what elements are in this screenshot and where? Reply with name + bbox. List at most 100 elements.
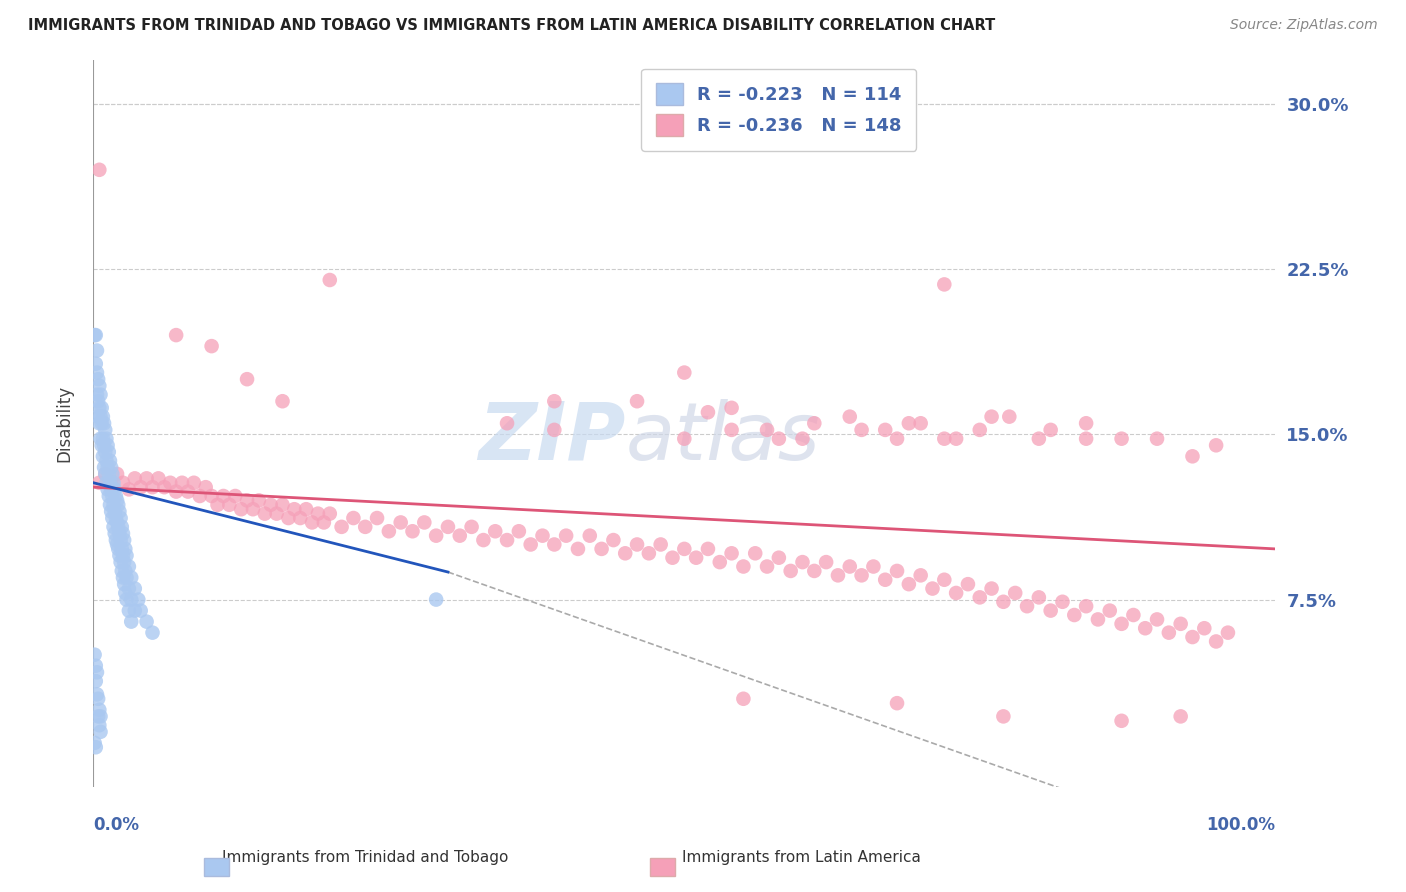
Point — [1028, 591, 1050, 605]
Point — [496, 417, 519, 431]
Point — [934, 277, 956, 292]
Text: Disability: Disability — [55, 384, 73, 462]
Point — [1052, 595, 1074, 609]
Point — [141, 480, 163, 494]
Point — [945, 586, 967, 600]
Point — [744, 546, 766, 560]
Point — [159, 475, 181, 490]
Point — [242, 502, 264, 516]
Point — [792, 555, 814, 569]
Point — [115, 592, 138, 607]
Point — [124, 471, 146, 485]
Point — [98, 475, 121, 490]
Point — [89, 432, 111, 446]
Point — [862, 559, 884, 574]
Point — [107, 541, 129, 556]
Point — [105, 467, 128, 481]
Point — [100, 460, 122, 475]
Point — [307, 507, 329, 521]
Point — [614, 546, 637, 560]
Point — [86, 343, 108, 358]
Point — [165, 328, 187, 343]
Point — [90, 417, 112, 431]
Point — [673, 366, 696, 380]
Point — [118, 559, 141, 574]
Point — [437, 520, 460, 534]
Point — [1157, 625, 1180, 640]
Point — [886, 696, 908, 710]
Point — [183, 475, 205, 490]
Point — [673, 541, 696, 556]
Point — [1122, 607, 1144, 622]
Point — [277, 511, 299, 525]
Point — [103, 475, 125, 490]
Point — [194, 480, 217, 494]
Point — [1111, 432, 1133, 446]
Point — [378, 524, 401, 539]
Point — [103, 498, 125, 512]
Point — [87, 409, 110, 424]
Point — [697, 405, 720, 419]
Point — [110, 511, 132, 525]
Point — [1135, 621, 1157, 635]
Point — [803, 417, 825, 431]
Point — [97, 445, 120, 459]
Point — [107, 520, 129, 534]
Point — [312, 516, 335, 530]
Point — [910, 568, 932, 582]
Point — [103, 520, 125, 534]
Point — [413, 516, 436, 530]
Point — [980, 582, 1002, 596]
Point — [1074, 417, 1097, 431]
Point — [100, 483, 122, 497]
Point — [86, 665, 108, 680]
Point — [733, 691, 755, 706]
Point — [733, 559, 755, 574]
Point — [496, 533, 519, 547]
Point — [124, 582, 146, 596]
Point — [253, 507, 276, 521]
Point — [290, 511, 312, 525]
Point — [247, 493, 270, 508]
Point — [1074, 432, 1097, 446]
Point — [555, 529, 578, 543]
Point — [89, 401, 111, 415]
Point — [236, 493, 259, 508]
Point — [100, 475, 122, 490]
Point — [94, 423, 117, 437]
Point — [207, 498, 229, 512]
Point — [266, 507, 288, 521]
Point — [301, 516, 323, 530]
Point — [97, 467, 120, 481]
Point — [626, 537, 648, 551]
Point — [910, 417, 932, 431]
Point — [342, 511, 364, 525]
Point — [118, 483, 141, 497]
Point — [756, 559, 779, 574]
Point — [401, 524, 423, 539]
Point — [1004, 586, 1026, 600]
Point — [118, 582, 141, 596]
Point — [94, 467, 117, 481]
Point — [91, 450, 114, 464]
Point — [1039, 423, 1062, 437]
Point — [886, 564, 908, 578]
Point — [94, 467, 117, 481]
Point — [84, 658, 107, 673]
Point — [934, 432, 956, 446]
Point — [685, 550, 707, 565]
Point — [449, 529, 471, 543]
Point — [756, 423, 779, 437]
Point — [897, 417, 920, 431]
Point — [330, 520, 353, 534]
Point — [578, 529, 600, 543]
Point — [112, 555, 135, 569]
Point — [89, 387, 111, 401]
Point — [472, 533, 495, 547]
Point — [111, 564, 134, 578]
Point — [89, 162, 111, 177]
Point — [112, 577, 135, 591]
Legend: R = -0.223   N = 114, R = -0.236   N = 148: R = -0.223 N = 114, R = -0.236 N = 148 — [641, 69, 917, 151]
Point — [86, 687, 108, 701]
Point — [720, 423, 742, 437]
